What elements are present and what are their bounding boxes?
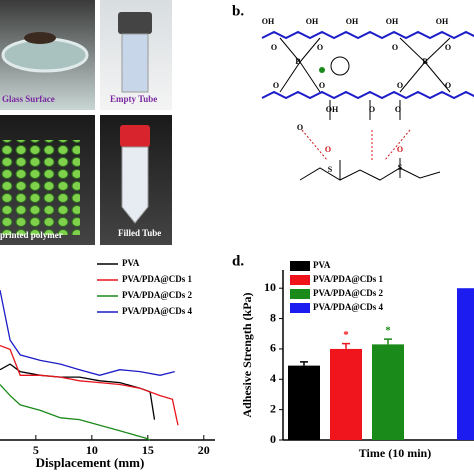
structure-label: OH <box>346 17 359 26</box>
y-axis-label: Adhesive Strength (kPa) <box>240 292 254 417</box>
legend-swatch <box>290 303 310 313</box>
series-line <box>0 384 151 441</box>
x-axis-label: Displacement (mm) <box>36 455 145 470</box>
legend-label: PVA <box>122 258 140 268</box>
error-bar <box>342 342 350 349</box>
structure: b. OH OH OH OH OHO O O OB BO O O OOH O OOS SO O <box>232 3 474 181</box>
bonds <box>279 37 451 93</box>
x-tick-label: 5 <box>33 443 39 457</box>
series-line <box>0 289 175 376</box>
x-tick-label: 20 <box>198 443 210 457</box>
structure-label: O <box>273 81 279 90</box>
panel-label: d. <box>232 253 244 269</box>
y-tick-label: 4 <box>270 371 276 385</box>
photo-label: Empty Tube <box>110 94 157 104</box>
structure-label: O <box>395 105 401 114</box>
line-chart: Displacement (mm) 5 10 15 20 PVA PVA/PDA@CDs … <box>0 258 215 470</box>
structure-label: OH <box>436 17 449 26</box>
alkyl-chain <box>299 158 441 181</box>
bar <box>372 344 404 440</box>
error-bar <box>300 361 308 366</box>
error-bar <box>384 338 392 345</box>
y-tick-label: 0 <box>270 432 276 446</box>
legend-label: PVA/PDA@CDs 1 <box>313 274 383 284</box>
structure-label: O <box>392 43 398 52</box>
x-tick-label: 10 <box>86 443 98 457</box>
photo-label: Filled Tube <box>118 228 161 238</box>
structure-label: S <box>328 165 333 174</box>
significance: * <box>343 329 349 341</box>
structure-label: B <box>422 57 428 66</box>
x-axis-label: Time (10 min) <box>359 446 431 460</box>
structure-label: O <box>445 43 451 52</box>
significance: * <box>385 325 391 337</box>
structure-label: O <box>325 145 331 154</box>
structure-label: O <box>317 43 323 52</box>
legend-swatch <box>290 289 310 299</box>
y-tick-label: 8 <box>270 310 276 324</box>
legend-label: PVA/PDA@CDs 2 <box>313 288 383 298</box>
bar-chart: d. Adhesive Strength (kPa) Time (10 min)… <box>232 253 474 460</box>
legend-label: PVA <box>313 260 331 270</box>
legend-label: PVA/PDA@CDs 4 <box>313 302 383 312</box>
ring <box>330 56 350 76</box>
tube-cap <box>120 125 150 147</box>
photo-label: printed polymer <box>0 230 63 240</box>
structure-label: OH <box>262 17 275 26</box>
dot <box>319 67 325 73</box>
tube-cap <box>118 12 152 34</box>
bonds <box>329 100 401 120</box>
bar <box>457 288 474 440</box>
photo-label: Glass Surface <box>2 94 55 104</box>
y-tick-label: 10 <box>264 280 276 294</box>
structure-label: B <box>295 57 301 66</box>
legend-label: PVA/PDA@CDs 1 <box>122 274 192 284</box>
x-tick-label: 15 <box>142 443 154 457</box>
bar <box>330 348 362 440</box>
y-tick-label: 2 <box>270 401 276 415</box>
structure-label: O <box>297 123 303 132</box>
structure-label: O <box>319 81 325 90</box>
structure-label: OH <box>306 17 319 26</box>
series-line <box>0 363 156 420</box>
polymer-chain <box>261 30 474 40</box>
series-line <box>0 344 179 426</box>
glass-dish <box>1 37 89 73</box>
tube <box>121 146 149 224</box>
polymer-grid <box>0 140 80 235</box>
structure-label: O <box>397 145 403 154</box>
legend-swatch <box>290 275 310 285</box>
structure-label: O <box>397 81 403 90</box>
polymer-chain <box>261 90 474 100</box>
panel-label: b. <box>232 3 244 19</box>
structure-label: S <box>398 163 403 172</box>
y-tick-label: 6 <box>270 341 276 355</box>
structure-label: O <box>271 43 277 52</box>
structure-label: OH <box>326 105 339 114</box>
structure-label: O <box>445 81 451 90</box>
legend-swatch <box>290 261 310 271</box>
structure-label: O <box>369 105 375 114</box>
photos: Glass Surface Empty Tube printed polymer… <box>0 0 172 245</box>
tube <box>121 33 149 93</box>
bar <box>288 365 320 440</box>
legend-label: PVA/PDA@CDs 2 <box>122 290 192 300</box>
structure-label: OH <box>386 17 399 26</box>
h-bonds <box>301 129 411 161</box>
sample <box>24 32 56 44</box>
legend-label: PVA/PDA@CDs 4 <box>122 306 192 316</box>
